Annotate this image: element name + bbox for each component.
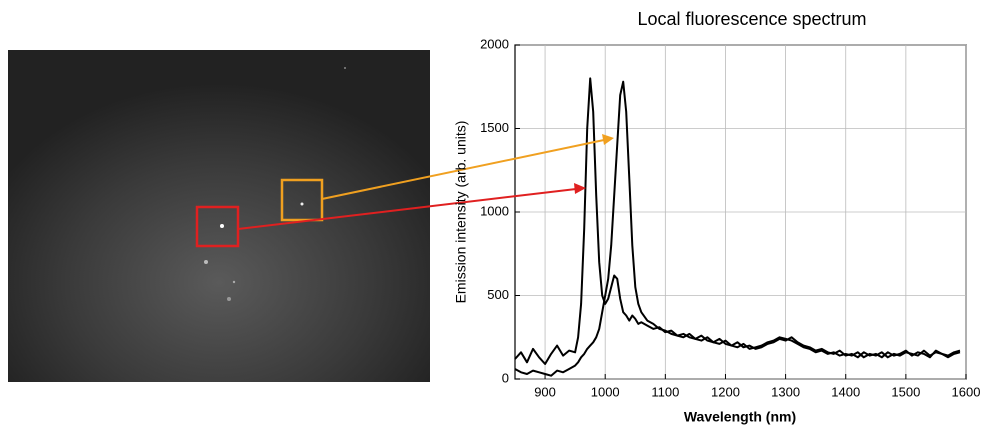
chart-title: Local fluorescence spectrum bbox=[637, 9, 866, 29]
x-axis-label: Wavelength (nm) bbox=[684, 409, 796, 425]
x-tick-label: 1300 bbox=[771, 384, 800, 399]
x-tick-label: 1200 bbox=[711, 384, 740, 399]
y-tick-label: 1000 bbox=[480, 203, 509, 218]
y-tick-label: 2000 bbox=[480, 36, 509, 51]
arrows bbox=[237, 134, 614, 230]
y-tick-label: 500 bbox=[487, 287, 509, 302]
y-tick-label: 1500 bbox=[480, 120, 509, 135]
lines bbox=[514, 77, 961, 377]
x-tick-label: 900 bbox=[534, 384, 556, 399]
y-axis-label: Emission intensity (arb. units) bbox=[453, 121, 469, 304]
y-tick-label: 0 bbox=[502, 370, 509, 385]
x-tick-label: 1400 bbox=[831, 384, 860, 399]
x-tick-label: 1000 bbox=[591, 384, 620, 399]
x-tick-label: 1600 bbox=[952, 384, 981, 399]
x-tick-label: 1500 bbox=[891, 384, 920, 399]
grid bbox=[515, 44, 967, 380]
x-tick-label: 1100 bbox=[651, 384, 679, 399]
micrograph bbox=[8, 50, 430, 382]
spectrum-line bbox=[514, 80, 961, 377]
ticks: 0 500 1000 1500 2000 900 1000 1100 1200 1300 1400 1… bbox=[480, 36, 980, 399]
